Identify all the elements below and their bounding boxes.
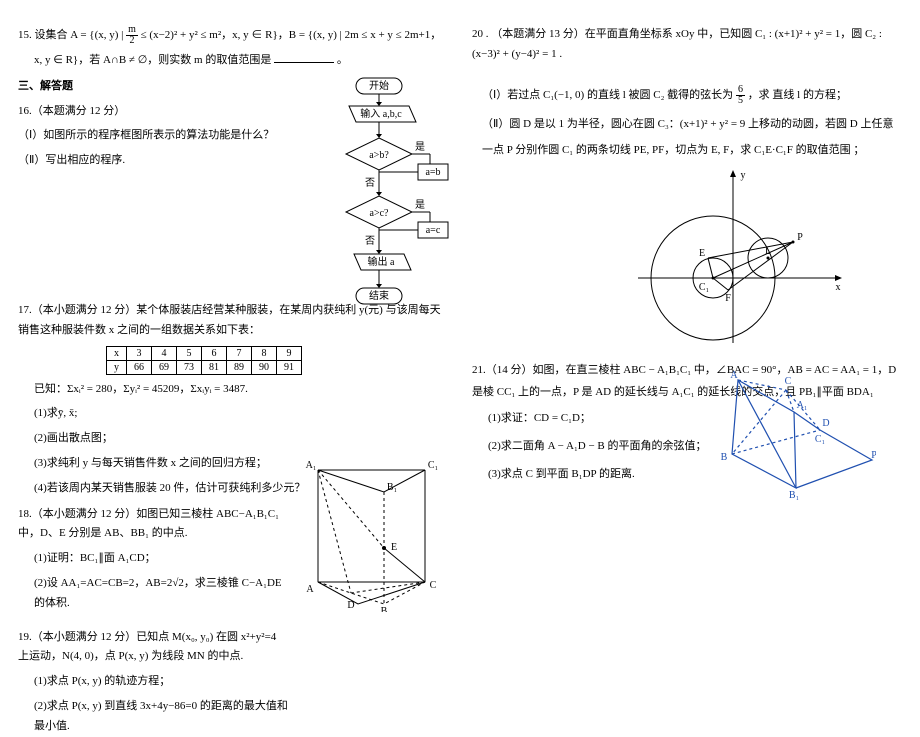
shape-figure: A C A₁ B B₁ D C₁ P	[716, 370, 876, 503]
s-D: D	[822, 418, 829, 429]
q19-1: (1)求点 P(x, y) 的轨迹方程；	[18, 672, 448, 692]
flow-input: 输入 a,b,c	[360, 107, 402, 120]
flow-yes1: 是	[415, 141, 425, 153]
s-B: B	[721, 452, 728, 463]
q19-head: 19.（本小题满分 12 分）已知点 M(x₀, y₀) 在圆 x²+y²=4 …	[18, 628, 448, 668]
lbl-D: D	[347, 600, 354, 611]
flow-d2: a>c?	[370, 208, 390, 219]
q20-2: （Ⅱ）圆 D 是以 1 为半径，圆心在圆 C₃：(x+1)² + y² = 9 …	[472, 111, 902, 164]
q20-1a: （Ⅰ）若过点 C₁(−1, 0) 的直线 l 被圆 C₂ 截得的弦长为	[482, 89, 736, 101]
q15-blank	[274, 52, 334, 63]
q15-frac-d: 2	[126, 36, 138, 46]
lbl-C1: C₁	[428, 460, 438, 471]
s-B1: B₁	[789, 490, 799, 500]
s-C: C	[785, 376, 792, 387]
q20-1b: ，求 直线 l 的方程；	[748, 89, 847, 101]
flow-end: 结束	[369, 289, 389, 302]
s-A1: A₁	[797, 400, 808, 411]
s-P: P	[871, 450, 876, 461]
lbl-C: C	[430, 580, 437, 591]
th-x: x	[107, 346, 127, 360]
flow-a1: a=b	[425, 167, 440, 178]
table-row: x 3 4 5 6 7 8 9	[107, 346, 302, 360]
q15-fraction: m 2	[126, 25, 138, 46]
q20-frac-n: 6	[736, 85, 745, 96]
circle-figure: x y P E F C₁ L	[638, 168, 902, 351]
q17-2: (2)画出散点图；	[18, 429, 448, 449]
left-column: 15. 设集合 A = {(x, y) | m 2 ≤ (x−2)² + y² …	[18, 20, 460, 617]
q17-table: x 3 4 5 6 7 8 9 y 66 69 73 81 89 90 91	[106, 346, 302, 375]
lbl-A: A	[306, 584, 314, 595]
flow-a2: a=c	[426, 225, 441, 236]
lbl-L: L	[765, 246, 771, 257]
lbl-C1: C₁	[699, 282, 709, 293]
flow-yes2: 是	[415, 199, 425, 211]
flow-no1: 否	[365, 177, 375, 189]
flow-start: 开始	[369, 79, 389, 92]
flow-d1: a>b?	[369, 150, 389, 161]
q15-text-a: 15. 设集合 A = {(x, y) |	[18, 29, 126, 41]
q20-1: （Ⅰ）若过点 C₁(−1, 0) 的直线 l 被圆 C₂ 截得的弦长为 6 5 …	[472, 85, 902, 106]
flowchart: 开始 输入 a,b,c a>b? 是 a=b 否 a>c? 是 a=c 否	[304, 76, 454, 316]
lbl-B: B	[381, 606, 388, 612]
right-column: 20 . （本题满分 13 分）在平面直角坐标系 xOy 中，已知圆 C₁ : …	[460, 20, 902, 617]
q20-fraction: 6 5	[736, 85, 745, 106]
lbl-A1: A₁	[306, 460, 317, 471]
flow-no2: 否	[365, 235, 375, 247]
q15-text-b: ≤ (x−2)² + y² ≤ m²，x, y ∈ R}，B = {(x, y)…	[141, 29, 442, 41]
q20-frac-d: 5	[736, 96, 745, 106]
lbl-F: F	[725, 293, 731, 304]
flow-output: 输出 a	[368, 255, 395, 268]
q15-line1: 15. 设集合 A = {(x, y) | m 2 ≤ (x−2)² + y² …	[18, 25, 448, 46]
q15-text-d: 。	[337, 54, 348, 66]
th-y: y	[107, 360, 127, 374]
lbl-P: P	[797, 232, 803, 243]
table-row: y 66 69 73 81 89 90 91	[107, 360, 302, 374]
axis-x: x	[836, 282, 841, 293]
lbl-E: E	[391, 542, 397, 553]
lbl-B1: B₁	[387, 482, 397, 493]
q17-1: (1)求ȳ, x̄;	[18, 404, 448, 424]
axis-y: y	[741, 170, 746, 181]
q15-line2: x, y ∈ R}，若 A∩B ≠ ∅，则实数 m 的取值范围是 。	[18, 51, 448, 71]
q19-2: (2)求点 P(x, y) 到直线 3x+4y−86=0 的距离的最大值和最小值…	[18, 697, 448, 737]
q17-known: 已知：Σxᵢ² = 280，Σyᵢ² = 45209，Σxᵢyᵢ = 3487.	[18, 380, 448, 400]
q15-text-c: x, y ∈ R}，若 A∩B ≠ ∅，则实数 m 的取值范围是	[34, 54, 271, 66]
lbl-E: E	[699, 248, 705, 259]
prism-figure: A₁ B₁ C₁ A B C D E	[300, 452, 450, 615]
s-A: A	[730, 370, 738, 381]
q20-head: 20 . （本题满分 13 分）在平面直角坐标系 xOy 中，已知圆 C₁ : …	[472, 25, 902, 65]
s-C1: C₁	[815, 434, 825, 445]
